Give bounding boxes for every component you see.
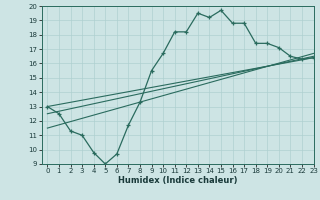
X-axis label: Humidex (Indice chaleur): Humidex (Indice chaleur) [118,176,237,185]
